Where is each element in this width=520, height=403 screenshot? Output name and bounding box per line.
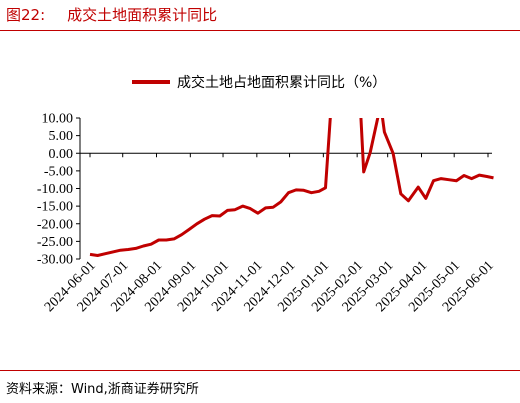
footer-rule — [0, 370, 520, 371]
y-tick-label: -10.00 — [37, 182, 73, 197]
legend-label: 成交土地占地面积累计同比（%） — [177, 74, 386, 91]
y-tick-label: -30.00 — [37, 253, 73, 268]
plot-area — [89, 118, 494, 257]
y-tick-label: -25.00 — [37, 235, 73, 250]
figure-number: 图22: — [6, 6, 46, 24]
y-tick-label: 10.00 — [42, 112, 74, 127]
x-axis: 2024-06-012024-07-012024-08-012024-09-01… — [42, 152, 497, 315]
y-axis: 10.00 5.00 0.00 -5.00 -10.00 -15.00 -20.00 -25.… — [37, 112, 81, 268]
series-line — [89, 118, 494, 257]
y-tick-label: -5.00 — [44, 164, 73, 179]
figure-title-text: 成交土地面积累计同比 — [67, 6, 218, 24]
y-tick-label: -20.00 — [37, 217, 73, 232]
source-note: 资料来源：Wind,浙商证券研究所 — [6, 382, 199, 397]
figure-title: 图22: 成交土地面积累计同比 — [6, 4, 217, 25]
y-tick-label: -15.00 — [37, 200, 73, 215]
y-tick-label: 5.00 — [49, 129, 74, 144]
y-tick-label: 0.00 — [49, 147, 74, 162]
chart-legend: 成交土地占地面积累计同比（%） — [132, 74, 386, 91]
line-chart: 成交土地占地面积累计同比（%） 10.00 5.00 0.00 -5.00 -10.00… — [37, 74, 497, 315]
title-rule — [0, 30, 520, 31]
